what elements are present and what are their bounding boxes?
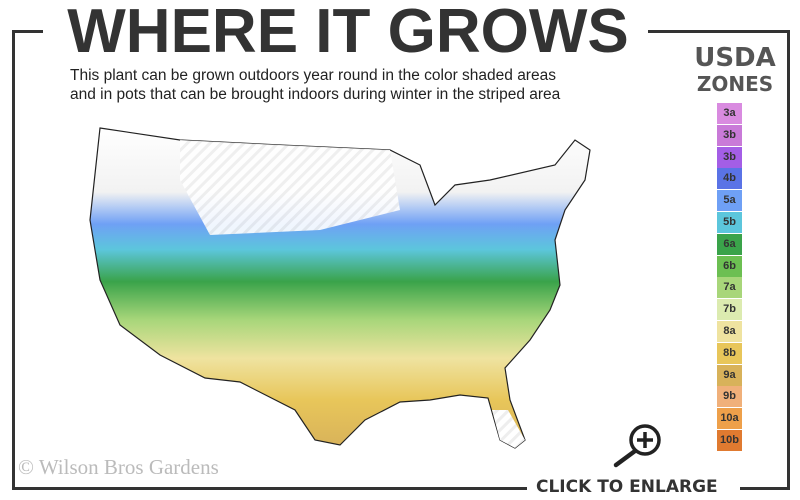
legend-title-line: ZONES <box>696 72 774 96</box>
usda-zone-map[interactable] <box>60 110 620 450</box>
subtitle: This plant can be grown outdoors year ro… <box>70 66 650 104</box>
zone-swatch-10a: 10a <box>717 408 742 430</box>
zone-swatch-3b: 3b <box>717 146 742 168</box>
zone-swatch-10b: 10b <box>717 429 742 451</box>
page-title: WHERE IT GROWS <box>67 0 629 66</box>
zone-swatch-7b: 7b <box>717 299 742 321</box>
frame-line <box>12 30 15 490</box>
zone-swatch-6a: 6a <box>717 233 742 255</box>
copyright-watermark: © Wilson Bros Gardens <box>18 455 219 479</box>
frame-line <box>648 30 790 33</box>
zone-swatch-3b: 3b <box>717 124 742 146</box>
click-to-enlarge-button[interactable]: CLICK TO ENLARGE <box>536 477 718 497</box>
frame-line <box>12 30 43 33</box>
zone-swatch-7a: 7a <box>717 277 742 299</box>
striped-area <box>180 140 400 235</box>
zone-swatch-3a: 3a <box>717 103 742 124</box>
frame-line <box>787 30 790 490</box>
legend-title-line: USDA <box>694 43 776 73</box>
zone-swatch-8b: 8b <box>717 342 742 364</box>
zone-swatch-5b: 5b <box>717 211 742 233</box>
zone-legend: 3a 3b 3b 4b 5a 5b 6a 6b 7a 7b 8a 8b 9a 9b 10a 10b <box>717 103 742 452</box>
subtitle-line: and in pots that can be brought indoors … <box>70 86 561 103</box>
frame-line <box>740 487 790 490</box>
subtitle-line: This plant can be grown outdoors year ro… <box>70 67 556 84</box>
zone-swatch-5a: 5a <box>717 190 742 212</box>
legend-title: USDA ZONES <box>680 44 790 96</box>
zone-swatch-4b: 4b <box>717 168 742 190</box>
zone-swatch-9b: 9b <box>717 386 742 408</box>
zone-swatch-8a: 8a <box>717 320 742 342</box>
florida-striped <box>492 410 525 448</box>
magnifier-plus-icon[interactable] <box>610 420 666 468</box>
zone-swatch-6b: 6b <box>717 255 742 277</box>
frame-line <box>12 487 527 490</box>
zone-swatch-9a: 9a <box>717 364 742 386</box>
